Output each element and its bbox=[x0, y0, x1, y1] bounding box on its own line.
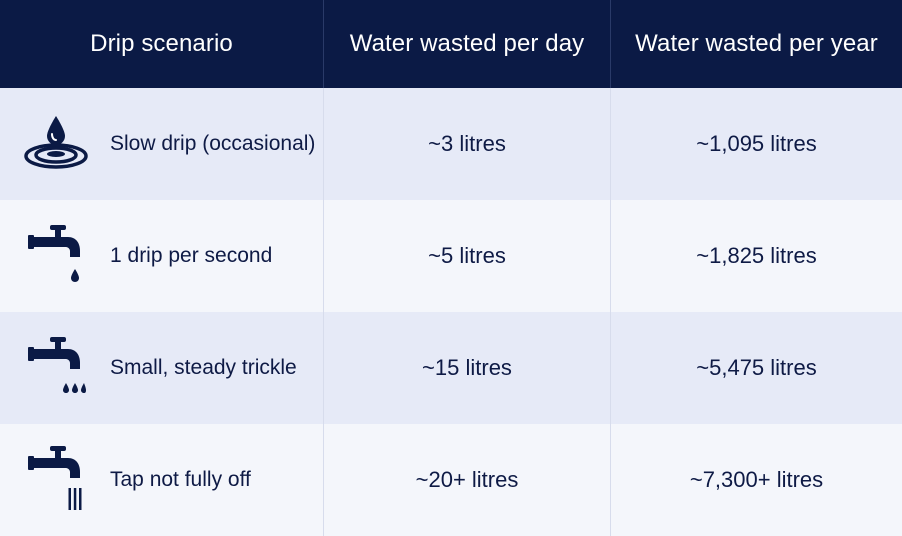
per-year-value: ~5,475 litres bbox=[610, 312, 902, 424]
scenario-label: Small, steady trickle bbox=[110, 356, 297, 379]
per-day-value: ~20+ litres bbox=[323, 424, 610, 536]
table-row: Slow drip (occasional) ~3 litres ~1,095 … bbox=[0, 88, 902, 200]
scenario-label: Tap not fully off bbox=[110, 468, 251, 491]
tap-three-drips-icon bbox=[18, 324, 94, 412]
per-year-value: ~1,825 litres bbox=[610, 200, 902, 312]
header-drip-scenario: Drip scenario bbox=[90, 30, 233, 57]
scenario-label: 1 drip per second bbox=[110, 244, 273, 267]
per-day-value: ~3 litres bbox=[323, 88, 610, 200]
per-day-value: ~5 litres bbox=[323, 200, 610, 312]
scenario-cell: 1 drip per second bbox=[0, 200, 323, 312]
water-drop-ripple-icon bbox=[18, 100, 94, 188]
scenario-cell: Slow drip (occasional) bbox=[0, 88, 323, 200]
table-header: Drip scenario Water wasted per day Water… bbox=[0, 0, 902, 88]
table-row: Tap not fully off ~20+ litres ~7,300+ li… bbox=[0, 424, 902, 536]
per-year-value: ~1,095 litres bbox=[610, 88, 902, 200]
per-year-value: ~7,300+ litres bbox=[610, 424, 902, 536]
tap-stream-icon bbox=[18, 436, 94, 524]
scenario-cell: Tap not fully off bbox=[0, 424, 323, 536]
header-per-year: Water wasted per year bbox=[610, 0, 902, 88]
table-row: Small, steady trickle ~15 litres ~5,475 … bbox=[0, 312, 902, 424]
header-per-day: Water wasted per day bbox=[323, 0, 610, 88]
scenario-label: Slow drip (occasional) bbox=[110, 132, 316, 155]
tap-single-drip-icon bbox=[18, 212, 94, 300]
scenario-cell: Small, steady trickle bbox=[0, 312, 323, 424]
per-day-value: ~15 litres bbox=[323, 312, 610, 424]
table-row: 1 drip per second ~5 litres ~1,825 litre… bbox=[0, 200, 902, 312]
